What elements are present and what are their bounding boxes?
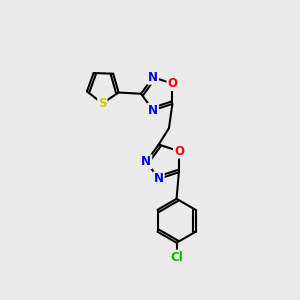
Text: N: N bbox=[141, 155, 151, 168]
Text: N: N bbox=[154, 172, 164, 185]
Text: O: O bbox=[174, 145, 184, 158]
Text: S: S bbox=[98, 97, 106, 110]
Text: Cl: Cl bbox=[170, 250, 183, 264]
Text: N: N bbox=[148, 104, 158, 117]
Text: N: N bbox=[148, 71, 158, 84]
Text: O: O bbox=[167, 77, 177, 90]
